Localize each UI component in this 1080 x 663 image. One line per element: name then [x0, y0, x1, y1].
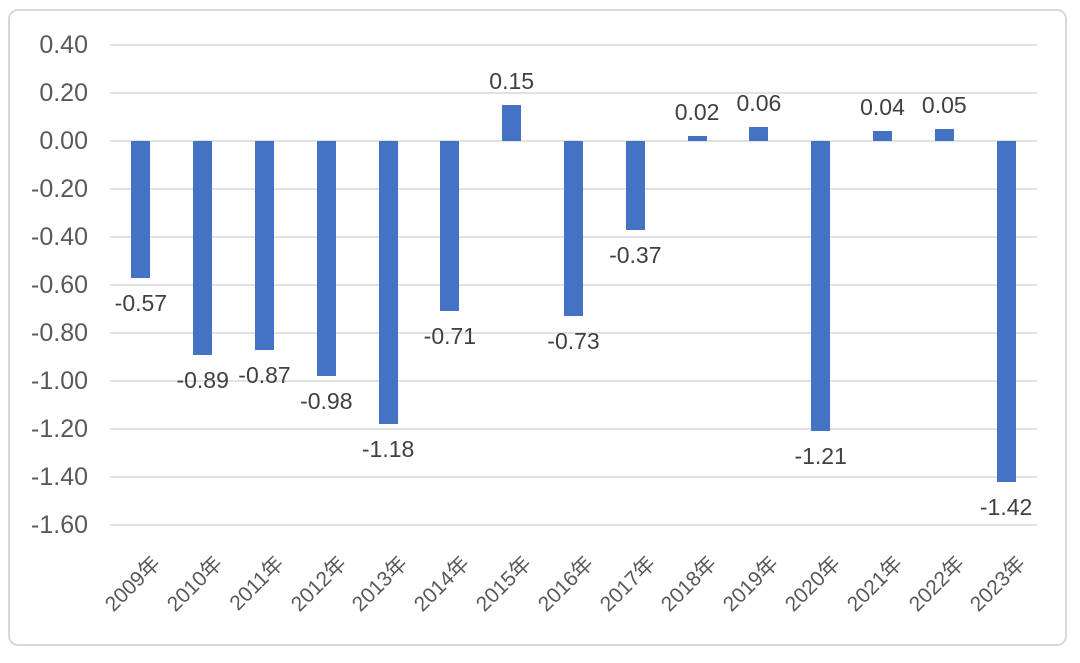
gridline	[110, 476, 1037, 478]
y-axis-tick-label: 0.00	[39, 127, 88, 155]
gridline	[110, 44, 1037, 46]
bar-2009年	[131, 141, 151, 278]
data-label: -0.87	[238, 361, 291, 388]
data-label: 0.05	[921, 92, 967, 118]
data-label: -0.37	[609, 241, 662, 268]
data-label: 0.15	[489, 68, 535, 94]
y-axis-tick-label: 0.40	[39, 31, 88, 59]
bar-2016年	[564, 141, 583, 317]
data-label: -1.42	[979, 493, 1033, 520]
bar-2014年	[440, 141, 460, 312]
y-axis-tick-label: -1.00	[31, 367, 88, 395]
data-label: -0.57	[114, 289, 168, 316]
y-axis-tick-label: 0.20	[39, 79, 88, 107]
gridline	[110, 428, 1037, 430]
bar-2012年	[316, 141, 336, 377]
bar-2015年	[502, 105, 522, 141]
bar-2017年	[625, 141, 645, 230]
gridline	[110, 380, 1037, 382]
data-label: -0.71	[423, 323, 477, 350]
bar-2010年	[193, 141, 213, 355]
data-label: -1.21	[794, 443, 847, 470]
y-axis-tick-label: -1.20	[31, 415, 88, 443]
data-label: 0.06	[736, 89, 782, 116]
bar-2020年	[811, 141, 831, 432]
y-axis-tick-label: -1.60	[31, 511, 88, 539]
data-label: -0.98	[300, 388, 353, 415]
data-label: -0.89	[176, 366, 229, 393]
chart-frame	[8, 9, 1067, 646]
bar-2021年	[873, 131, 892, 141]
data-label: 0.04	[860, 94, 905, 121]
bar-2023年	[996, 141, 1016, 482]
data-label: 0.02	[674, 99, 720, 126]
y-axis-tick-label: -0.80	[31, 319, 88, 347]
y-axis-tick-label: -0.40	[31, 223, 88, 251]
bar-2013年	[378, 141, 398, 425]
bar-2022年	[934, 129, 954, 141]
bar-2019年	[749, 126, 769, 141]
y-axis-tick-label: -1.40	[31, 463, 88, 491]
y-axis-tick-label: -0.20	[31, 175, 88, 203]
bar-2011年	[255, 141, 274, 350]
bar-2018年	[687, 136, 707, 141]
data-label: -0.73	[547, 328, 600, 355]
y-axis-tick-label: -0.60	[31, 271, 88, 299]
gridline	[110, 332, 1037, 334]
gridline	[110, 92, 1037, 94]
gridline	[110, 524, 1037, 526]
data-label: -1.18	[361, 436, 415, 463]
